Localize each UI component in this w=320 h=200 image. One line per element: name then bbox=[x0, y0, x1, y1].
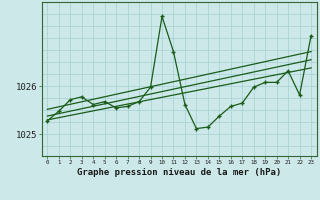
X-axis label: Graphe pression niveau de la mer (hPa): Graphe pression niveau de la mer (hPa) bbox=[77, 168, 281, 177]
